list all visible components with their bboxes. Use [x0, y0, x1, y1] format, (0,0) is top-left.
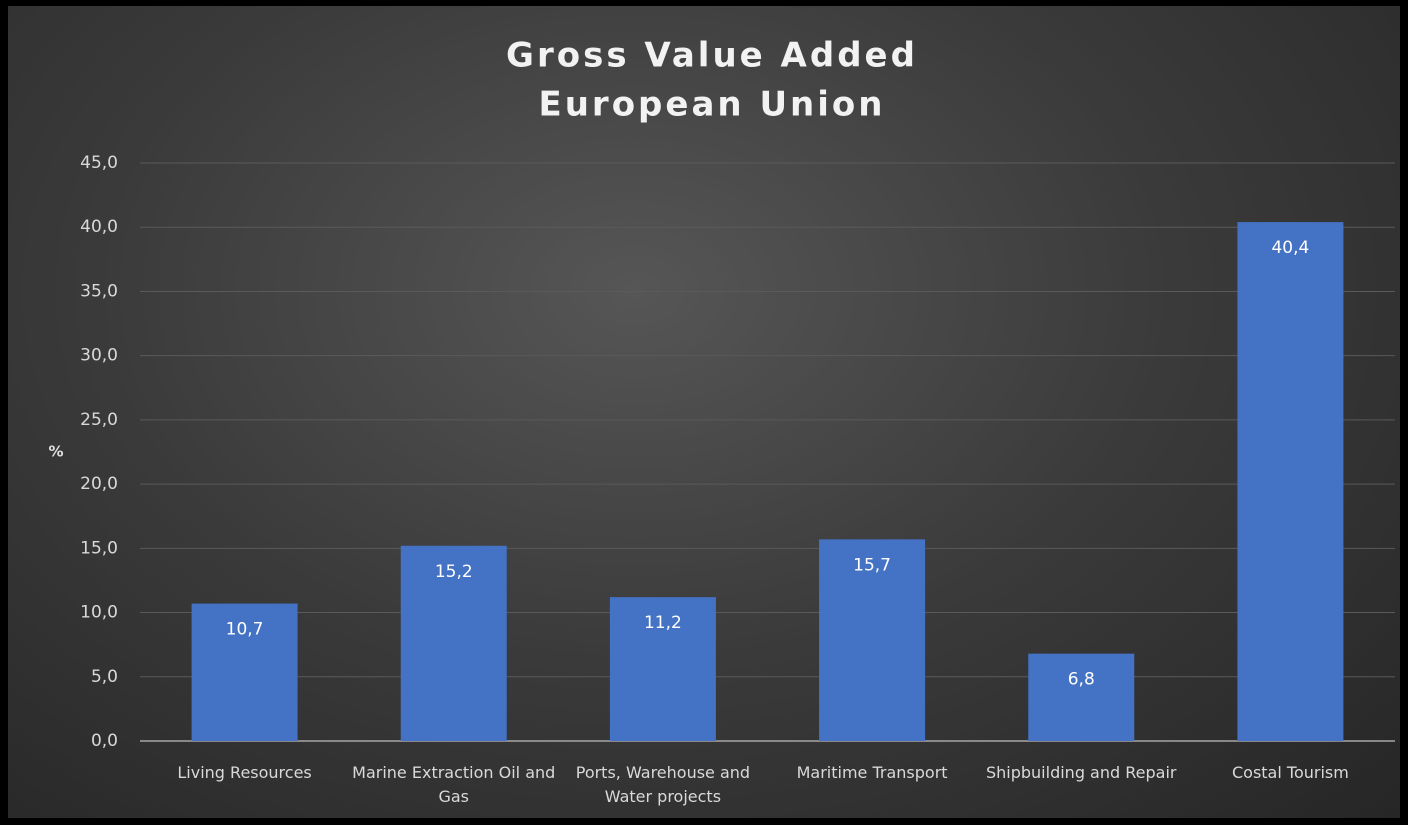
x-tick-label: Shipbuilding and Repair [985, 763, 1177, 782]
data-label: 15,7 [853, 555, 891, 575]
y-tick-label: 10,0 [80, 603, 118, 623]
bar [191, 603, 298, 741]
bar [819, 539, 926, 741]
data-label: 10,7 [226, 620, 264, 640]
y-tick-label: 15,0 [80, 538, 118, 558]
y-tick-label: 40,0 [80, 217, 118, 237]
y-tick-label: 45,0 [80, 153, 118, 173]
x-tick-label: Maritime Transport [796, 763, 948, 782]
y-axis-label: % [48, 443, 63, 461]
chart-title: Gross Value Added [506, 36, 918, 76]
chart-subtitle: European Union [539, 85, 886, 125]
x-tick-label: Ports, Warehouse and Water projects [575, 763, 751, 806]
bar [1237, 222, 1344, 741]
data-label: 6,8 [1068, 670, 1095, 690]
x-tick-label: Living Resources [177, 763, 312, 782]
data-label: 11,2 [644, 613, 682, 633]
x-tick-label: Marine Extraction Oil and Gas [352, 763, 556, 806]
y-tick-label: 25,0 [80, 410, 118, 430]
y-tick-label: 30,0 [80, 346, 118, 366]
y-tick-label: 0,0 [91, 731, 118, 751]
bar [1028, 653, 1135, 741]
x-tick-label: Costal Tourism [1231, 763, 1349, 782]
y-tick-label: 35,0 [80, 281, 118, 301]
bar [609, 597, 716, 741]
data-label: 15,2 [435, 562, 473, 582]
data-label: 40,4 [1271, 238, 1309, 258]
y-tick-label: 5,0 [91, 667, 118, 687]
bar [400, 545, 507, 741]
y-tick-label: 20,0 [80, 474, 118, 494]
